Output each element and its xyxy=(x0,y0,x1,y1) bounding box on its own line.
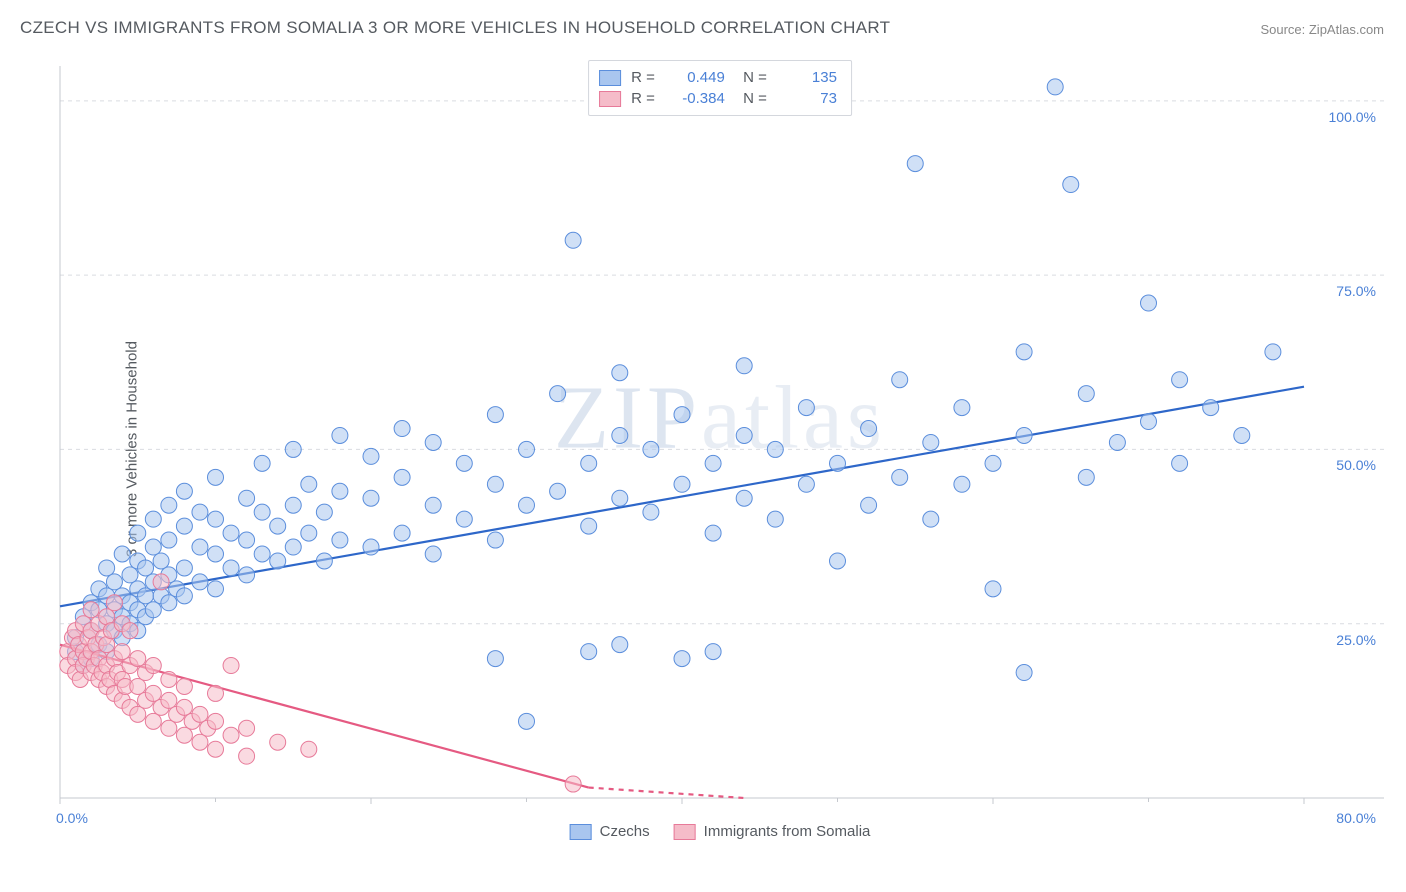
legend-label-czechs: Czechs xyxy=(600,823,650,840)
source-attribution: Source: ZipAtlas.com xyxy=(1260,22,1384,37)
stat-n-label: N = xyxy=(735,69,767,86)
chart-title: CZECH VS IMMIGRANTS FROM SOMALIA 3 OR MO… xyxy=(20,18,890,38)
legend-swatch-czechs xyxy=(570,824,592,840)
y-tick-label: 25.0% xyxy=(1336,632,1376,648)
y-tick-label: 75.0% xyxy=(1336,283,1376,299)
scatter-plot xyxy=(56,60,1384,838)
swatch-czechs xyxy=(599,70,621,86)
legend-swatch-somalia xyxy=(674,824,696,840)
legend-item-somalia: Immigrants from Somalia xyxy=(674,823,871,840)
stat-r-somalia: -0.384 xyxy=(665,90,725,107)
legend-label-somalia: Immigrants from Somalia xyxy=(704,823,871,840)
chart-area: 3 or more Vehicles in Household ZIPatlas… xyxy=(56,60,1384,838)
series-legend: Czechs Immigrants from Somalia xyxy=(570,823,871,840)
y-tick-label: 100.0% xyxy=(1329,109,1376,125)
stat-r-czechs: 0.449 xyxy=(665,69,725,86)
stat-n-label: N = xyxy=(735,90,767,107)
swatch-somalia xyxy=(599,91,621,107)
x-tick-label-min: 0.0% xyxy=(56,810,88,826)
stat-r-label: R = xyxy=(631,90,655,107)
chart-container: CZECH VS IMMIGRANTS FROM SOMALIA 3 OR MO… xyxy=(0,0,1406,892)
x-tick-label-max: 80.0% xyxy=(1336,810,1376,826)
stats-row-somalia: R = -0.384 N = 73 xyxy=(599,88,837,109)
stat-n-somalia: 73 xyxy=(777,90,837,107)
stats-legend: R = 0.449 N = 135 R = -0.384 N = 73 xyxy=(588,60,852,116)
legend-item-czechs: Czechs xyxy=(570,823,650,840)
stats-row-czechs: R = 0.449 N = 135 xyxy=(599,67,837,88)
y-tick-label: 50.0% xyxy=(1336,457,1376,473)
stat-n-czechs: 135 xyxy=(777,69,837,86)
stat-r-label: R = xyxy=(631,69,655,86)
